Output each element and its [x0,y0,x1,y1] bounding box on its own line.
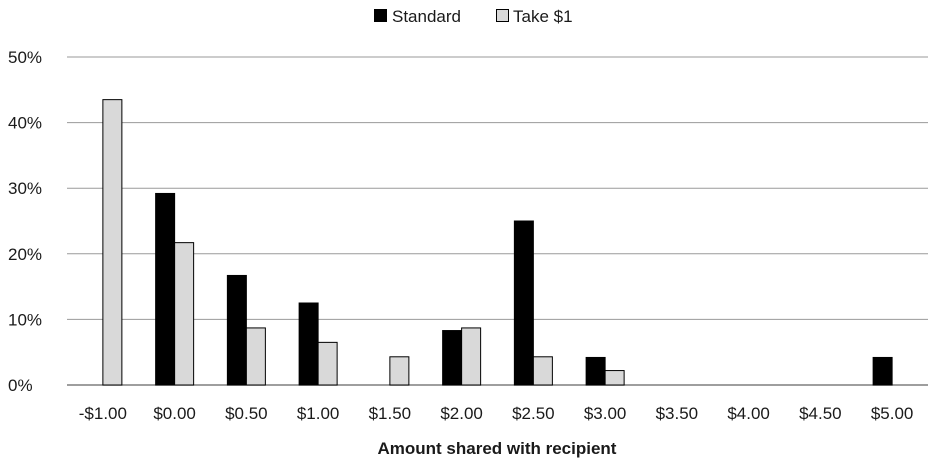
y-tick-label: 0% [8,376,33,395]
y-tick-label: 50% [8,48,42,67]
bar-take1 [532,356,553,386]
x-tick-label: $1.50 [369,404,412,423]
bar-take1 [604,370,625,386]
bar-standard [513,220,534,386]
bar-standard [442,330,463,386]
legend: Standard Take $1 [374,7,573,26]
bar-standard [226,274,247,386]
bar-take1 [102,99,123,386]
y-tick-label: 10% [8,310,42,329]
legend-label-take1: Take $1 [513,7,573,26]
x-tick-label: $1.00 [297,404,340,423]
bar-standard [155,192,176,386]
bar-take1 [317,341,338,386]
bars [102,99,893,386]
y-tick-label: 40% [8,114,42,133]
y-axis-tick-labels: 0% 10% 20% 30% 40% 50% [8,48,42,395]
y-tick-label: 30% [8,179,42,198]
x-tick-label: $4.50 [799,404,842,423]
x-tick-label: $3.00 [584,404,627,423]
x-tick-label: $2.00 [440,404,483,423]
x-tick-label: $0.50 [225,404,268,423]
bar-standard [585,356,606,386]
bar-take1 [461,327,482,386]
bar-standard [872,356,893,386]
legend-label-standard: Standard [392,7,461,26]
bar-take1 [389,356,410,386]
bar-take1 [174,242,195,386]
x-tick-label: $3.50 [656,404,699,423]
y-tick-label: 20% [8,245,42,264]
x-tick-label: $0.00 [153,404,196,423]
x-tick-label: $2.50 [512,404,555,423]
x-axis-tick-labels: -$1.00 $0.00 $0.50 $1.00 $1.50 $2.00 $2.50 $3.0… [79,404,914,423]
x-tick-label: -$1.00 [79,404,127,423]
x-axis-title: Amount shared with recipient [378,439,617,458]
x-tick-label: $4.00 [727,404,770,423]
legend-swatch-take1 [496,9,509,22]
bar-take1 [245,327,266,386]
legend-swatch-standard [374,9,387,22]
bar-standard [298,302,319,386]
gridlines [67,56,928,386]
x-tick-label: $5.00 [871,404,914,423]
